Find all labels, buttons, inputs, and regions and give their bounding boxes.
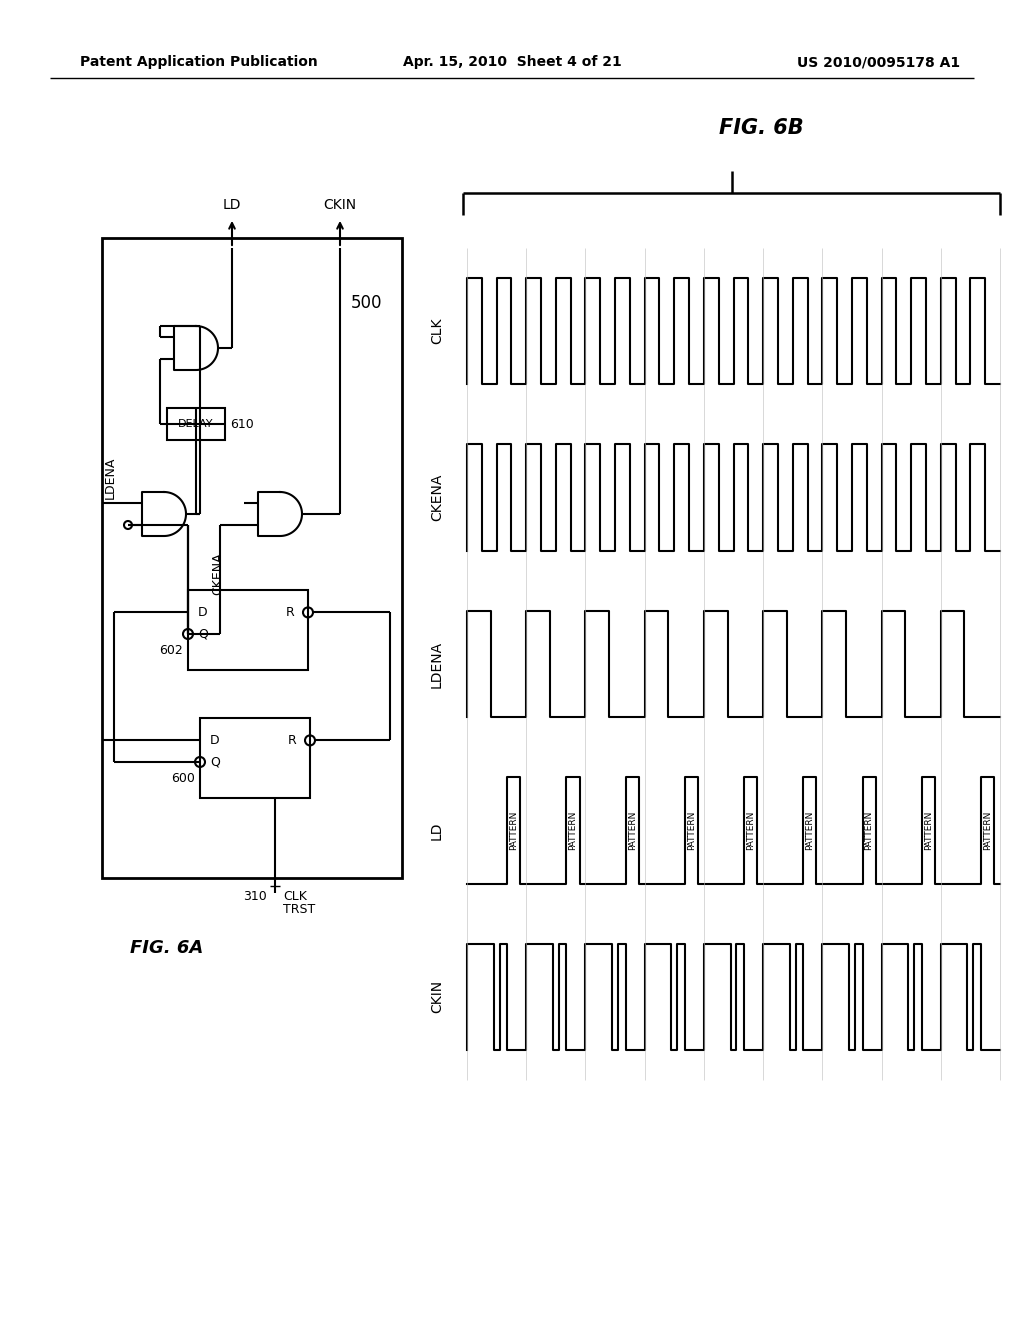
Text: 500: 500: [351, 294, 383, 312]
Text: LD: LD: [223, 198, 242, 213]
Text: D: D: [199, 606, 208, 619]
Text: R: R: [286, 606, 294, 619]
Text: PATTERN: PATTERN: [509, 810, 518, 850]
Text: DELAY: DELAY: [178, 418, 214, 429]
Text: CKENA: CKENA: [212, 553, 224, 595]
Text: R: R: [288, 734, 296, 747]
Text: LDENA: LDENA: [103, 457, 117, 499]
Bar: [188, 590, 308, 671]
Text: CKIN: CKIN: [430, 981, 444, 1014]
Text: CLK: CLK: [283, 890, 307, 903]
Polygon shape: [174, 326, 218, 370]
Bar: [167, 408, 225, 440]
Text: 602: 602: [160, 644, 183, 656]
Text: Patent Application Publication: Patent Application Publication: [80, 55, 317, 69]
Text: PATTERN: PATTERN: [568, 810, 578, 850]
Text: Q: Q: [210, 755, 220, 768]
Text: PATTERN: PATTERN: [806, 810, 814, 850]
Text: PATTERN: PATTERN: [687, 810, 696, 850]
Polygon shape: [258, 492, 302, 536]
Text: CKIN: CKIN: [324, 198, 356, 213]
Text: PATTERN: PATTERN: [983, 810, 992, 850]
Text: Q: Q: [198, 627, 208, 640]
Text: PATTERN: PATTERN: [924, 810, 933, 850]
Text: PATTERN: PATTERN: [746, 810, 755, 850]
Bar: [102, 238, 402, 878]
Text: 310: 310: [244, 890, 267, 903]
Text: US 2010/0095178 A1: US 2010/0095178 A1: [797, 55, 961, 69]
Text: FIG. 6B: FIG. 6B: [719, 117, 804, 139]
Text: TRST: TRST: [283, 903, 315, 916]
Text: 610: 610: [230, 417, 254, 430]
Text: CKENA: CKENA: [430, 474, 444, 521]
Text: PATTERN: PATTERN: [864, 810, 873, 850]
Polygon shape: [142, 492, 186, 536]
Text: LDENA: LDENA: [430, 640, 444, 688]
Text: PATTERN: PATTERN: [628, 810, 637, 850]
Text: CLK: CLK: [430, 318, 444, 345]
Text: D: D: [210, 734, 220, 747]
Text: Apr. 15, 2010  Sheet 4 of 21: Apr. 15, 2010 Sheet 4 of 21: [402, 55, 622, 69]
Text: LD: LD: [430, 821, 444, 840]
Text: 600: 600: [171, 771, 195, 784]
Text: FIG. 6A: FIG. 6A: [130, 939, 203, 957]
Bar: [200, 718, 310, 799]
